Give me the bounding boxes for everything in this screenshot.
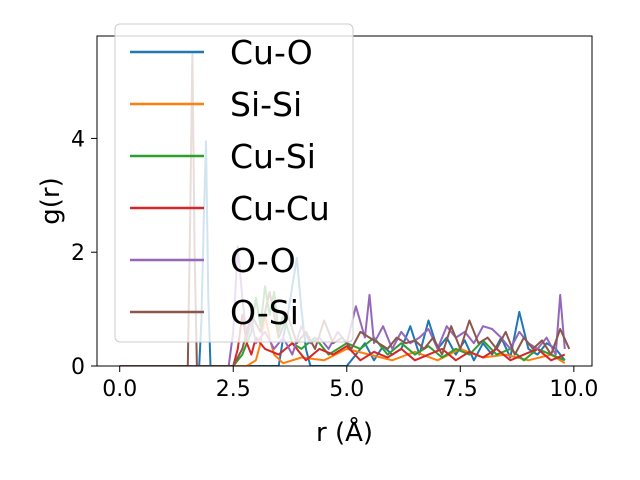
series-line-cu-cu [119,313,566,366]
x-tick-label: 0.0 [102,377,137,402]
x-tick-label: 2.5 [216,377,251,402]
legend-label: O-Si [230,293,299,332]
y-tick-label: 2 [71,241,85,266]
legend-label: Cu-Si [230,137,316,176]
legend: Cu-O Si-Si Cu-Si Cu-Cu O-O O-Si [114,23,354,343]
legend-label: Cu-Cu [230,189,330,228]
y-tick-label: 4 [71,127,85,152]
x-tick-label: 10.0 [549,377,598,402]
legend-label: Cu-O [230,33,313,72]
x-axis-label: r (Å) [316,416,373,448]
y-tick-label: 0 [71,355,85,380]
legend-label: Si-Si [230,85,302,124]
x-tick-label: 7.5 [443,377,478,402]
x-tick-label: 5.0 [329,377,364,402]
series-line-o-si [119,52,571,366]
y-axis-label: g(r) [36,177,66,224]
legend-label: O-O [230,241,296,280]
